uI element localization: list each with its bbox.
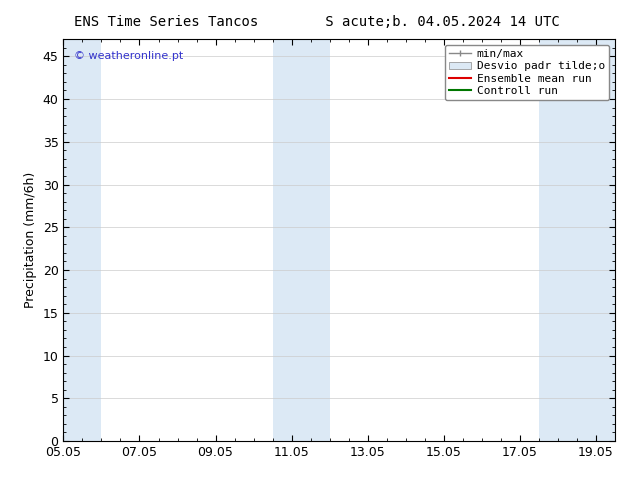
- Y-axis label: Precipitation (mm/6h): Precipitation (mm/6h): [24, 172, 37, 308]
- Text: ENS Time Series Tancos        S acute;b. 04.05.2024 14 UTC: ENS Time Series Tancos S acute;b. 04.05.…: [74, 15, 560, 29]
- Bar: [273, 39, 330, 441]
- Text: © weatheronline.pt: © weatheronline.pt: [74, 51, 184, 61]
- Bar: [63, 39, 101, 441]
- Legend: min/max, Desvio padr tilde;o, Ensemble mean run, Controll run: min/max, Desvio padr tilde;o, Ensemble m…: [444, 45, 609, 100]
- Bar: [539, 39, 615, 441]
